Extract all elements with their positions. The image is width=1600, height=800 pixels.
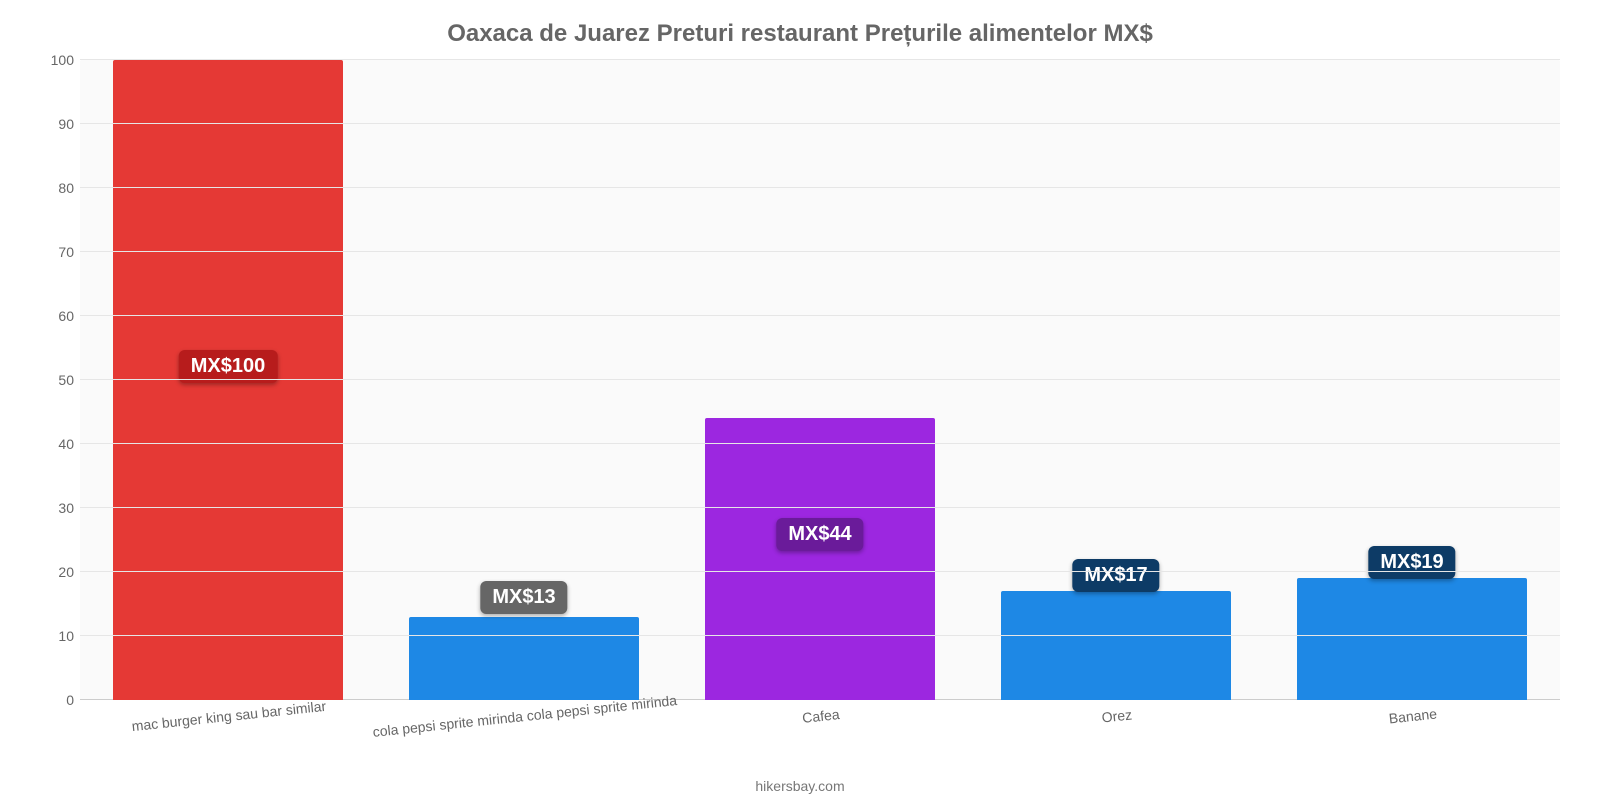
bar-slot: MX$19 bbox=[1264, 60, 1560, 700]
x-tick-label: Orez bbox=[968, 708, 1264, 768]
bar-slot: MX$17 bbox=[968, 60, 1264, 700]
gridline bbox=[80, 379, 1560, 380]
bar-value-label: MX$19 bbox=[1368, 546, 1455, 579]
y-tick-label: 70 bbox=[38, 244, 74, 260]
bar-slot: MX$44 bbox=[672, 60, 968, 700]
bar: MX$17 bbox=[1001, 591, 1232, 700]
attribution-text: hikersbay.com bbox=[0, 778, 1600, 794]
price-chart: Oaxaca de Juarez Preturi restaurant Preț… bbox=[0, 0, 1600, 800]
plot-area: MX$100MX$13MX$44MX$17MX$19 0102030405060… bbox=[80, 60, 1560, 700]
y-tick-label: 90 bbox=[38, 116, 74, 132]
bar: MX$13 bbox=[409, 617, 640, 700]
bar-value-label: MX$44 bbox=[776, 518, 863, 551]
bar-slot: MX$13 bbox=[376, 60, 672, 700]
y-tick-label: 10 bbox=[38, 628, 74, 644]
x-tick-label: Banane bbox=[1264, 708, 1560, 768]
x-tick-label: Cafea bbox=[672, 708, 968, 768]
x-tick-label: cola pepsi sprite mirinda cola pepsi spr… bbox=[376, 708, 672, 768]
bar-value-label: MX$17 bbox=[1072, 559, 1159, 592]
x-tick-label: mac burger king sau bar similar bbox=[80, 708, 376, 768]
gridline bbox=[80, 443, 1560, 444]
chart-title: Oaxaca de Juarez Preturi restaurant Preț… bbox=[30, 20, 1570, 48]
y-tick-label: 100 bbox=[38, 52, 74, 68]
y-tick-label: 80 bbox=[38, 180, 74, 196]
bar-slot: MX$100 bbox=[80, 60, 376, 700]
bars-container: MX$100 MX$13 MX$44 MX$17 MX$19 bbox=[80, 60, 1560, 700]
y-tick-label: 40 bbox=[38, 436, 74, 452]
y-tick-label: 50 bbox=[38, 372, 74, 388]
y-tick-label: 0 bbox=[38, 692, 74, 708]
y-tick-label: 60 bbox=[38, 308, 74, 324]
gridline bbox=[80, 59, 1560, 60]
bar: MX$19 bbox=[1297, 578, 1528, 700]
bar: MX$100 bbox=[113, 60, 344, 700]
gridline bbox=[80, 187, 1560, 188]
gridline bbox=[80, 123, 1560, 124]
gridline bbox=[80, 315, 1560, 316]
gridline bbox=[80, 251, 1560, 252]
bar-value-label: MX$13 bbox=[480, 581, 567, 614]
bar: MX$44 bbox=[705, 418, 936, 700]
x-axis-labels: mac burger king sau bar similarcola peps… bbox=[80, 708, 1560, 768]
gridline bbox=[80, 507, 1560, 508]
y-tick-label: 20 bbox=[38, 564, 74, 580]
y-tick-label: 30 bbox=[38, 500, 74, 516]
gridline bbox=[80, 571, 1560, 572]
gridline bbox=[80, 635, 1560, 636]
